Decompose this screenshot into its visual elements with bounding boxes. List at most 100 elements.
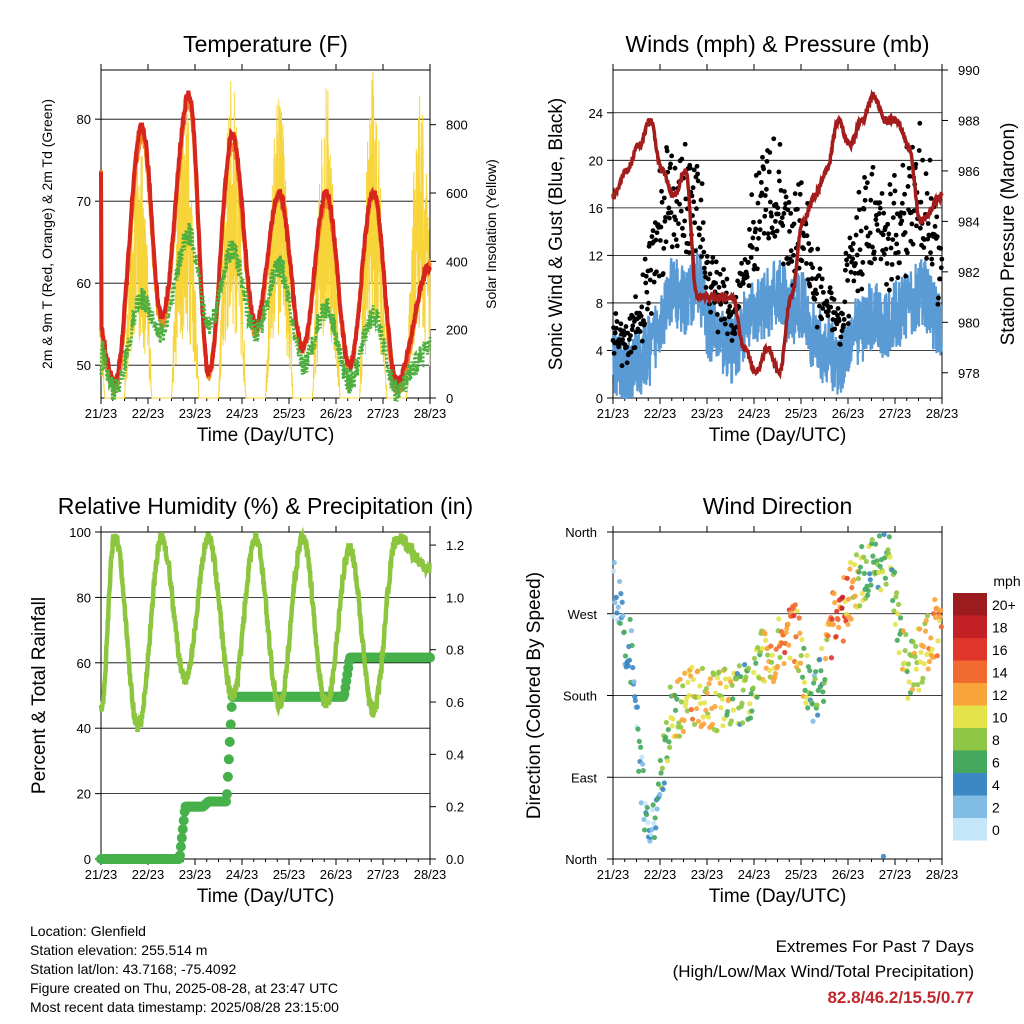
direction-point bbox=[743, 674, 749, 680]
gust-point bbox=[938, 265, 944, 271]
gust-point bbox=[831, 297, 837, 302]
gust-point bbox=[888, 191, 893, 197]
gust-point bbox=[791, 252, 796, 258]
gust-point bbox=[721, 283, 727, 289]
rh-ytick-label: 20 bbox=[77, 787, 91, 802]
gust-point bbox=[855, 288, 861, 294]
temperature-panel-xtick-label: 26/23 bbox=[320, 406, 353, 421]
winds-y2tick-label: 980 bbox=[958, 315, 980, 330]
winds-y2label: Station Pressure (Maroon) bbox=[998, 123, 1019, 346]
direction-point bbox=[932, 614, 939, 620]
gust-point bbox=[905, 250, 910, 256]
gust-point bbox=[851, 278, 857, 284]
gust-point bbox=[698, 197, 704, 203]
direction-point bbox=[917, 659, 923, 665]
gust-point bbox=[909, 221, 915, 227]
direction-point bbox=[928, 635, 934, 641]
direction-point bbox=[695, 718, 702, 724]
direction-point bbox=[682, 703, 688, 709]
gust-point bbox=[863, 185, 869, 191]
gust-point bbox=[696, 232, 702, 238]
direction-point bbox=[669, 723, 675, 729]
winds-y2tick-label: 984 bbox=[958, 214, 980, 229]
direction-point bbox=[665, 758, 671, 764]
direction-point bbox=[877, 563, 883, 569]
gust-point bbox=[907, 173, 913, 179]
winds-ylabel: Sonic Wind & Gust (Blue, Black) bbox=[546, 98, 567, 370]
legend-swatch bbox=[953, 818, 987, 841]
direction-point bbox=[900, 628, 906, 634]
direction-point bbox=[801, 679, 808, 685]
direction-point bbox=[690, 676, 696, 683]
direction-point bbox=[631, 679, 637, 685]
direction-point bbox=[825, 633, 831, 639]
direction-point bbox=[740, 687, 746, 693]
gust-point bbox=[862, 174, 867, 180]
direction-point bbox=[829, 616, 835, 622]
gust-point bbox=[806, 241, 812, 246]
direction-point bbox=[811, 680, 817, 686]
winds-panel-xtick-label: 27/23 bbox=[879, 406, 912, 421]
gust-point bbox=[928, 196, 934, 201]
gust-point bbox=[804, 233, 810, 239]
legend-swatch bbox=[953, 683, 987, 706]
gust-point bbox=[929, 261, 935, 267]
rh-ytick-label: 0 bbox=[84, 852, 91, 867]
gust-point bbox=[852, 270, 858, 276]
gust-point bbox=[642, 256, 648, 262]
direction-point bbox=[672, 707, 679, 713]
gust-point bbox=[824, 298, 830, 304]
gust-point bbox=[846, 254, 852, 259]
temp-ytick-label: 50 bbox=[77, 358, 91, 373]
direction-point bbox=[622, 653, 629, 659]
gust-point bbox=[710, 255, 716, 260]
direction-point bbox=[686, 692, 692, 698]
direction-point bbox=[680, 728, 687, 735]
humidity-panel-xtick-label: 22/23 bbox=[132, 867, 165, 882]
gust-point bbox=[799, 258, 805, 264]
humidity-panel-xtick-label: 27/23 bbox=[367, 867, 400, 882]
direction-point bbox=[938, 624, 944, 630]
gust-point bbox=[647, 277, 653, 283]
gust-point bbox=[890, 215, 896, 220]
direction-point bbox=[768, 643, 774, 649]
temperature-panel-xtick-label: 25/23 bbox=[273, 406, 306, 421]
gust-point bbox=[721, 267, 726, 272]
gust-point bbox=[650, 228, 656, 234]
direction-point bbox=[663, 719, 669, 726]
gust-point bbox=[661, 195, 667, 201]
gust-point bbox=[883, 246, 889, 252]
gust-point bbox=[639, 338, 645, 344]
gust-point bbox=[691, 167, 697, 173]
gust-point bbox=[717, 271, 723, 277]
gust-point bbox=[832, 326, 838, 332]
humidity-panel-xtick-label: 25/23 bbox=[273, 867, 306, 882]
gust-point bbox=[870, 244, 875, 250]
direction-point bbox=[681, 717, 687, 723]
gust-point bbox=[643, 273, 649, 279]
direction-point bbox=[777, 654, 783, 661]
gust-point bbox=[766, 235, 772, 241]
gust-point bbox=[616, 344, 622, 350]
gust-point bbox=[759, 190, 765, 196]
winds-panel-title: Winds (mph) & Pressure (mb) bbox=[625, 31, 929, 57]
direction-point bbox=[899, 666, 906, 672]
direction-point bbox=[882, 575, 889, 581]
gust-point bbox=[814, 324, 820, 330]
precip-point bbox=[175, 841, 186, 852]
gust-point bbox=[764, 186, 769, 192]
gust-point bbox=[760, 154, 765, 160]
direction-point bbox=[693, 705, 700, 712]
dir-ytick-label: West bbox=[568, 607, 598, 622]
legend-swatch bbox=[953, 728, 987, 751]
gust-point bbox=[886, 287, 892, 293]
gust-point bbox=[716, 284, 722, 290]
direction-point bbox=[678, 724, 684, 730]
direction-point bbox=[935, 638, 941, 644]
gust-point bbox=[703, 285, 709, 290]
gust-point bbox=[789, 258, 795, 264]
gust-point bbox=[661, 246, 667, 251]
direction-point bbox=[793, 634, 799, 640]
gust-point bbox=[841, 322, 847, 328]
gust-point bbox=[720, 279, 726, 285]
